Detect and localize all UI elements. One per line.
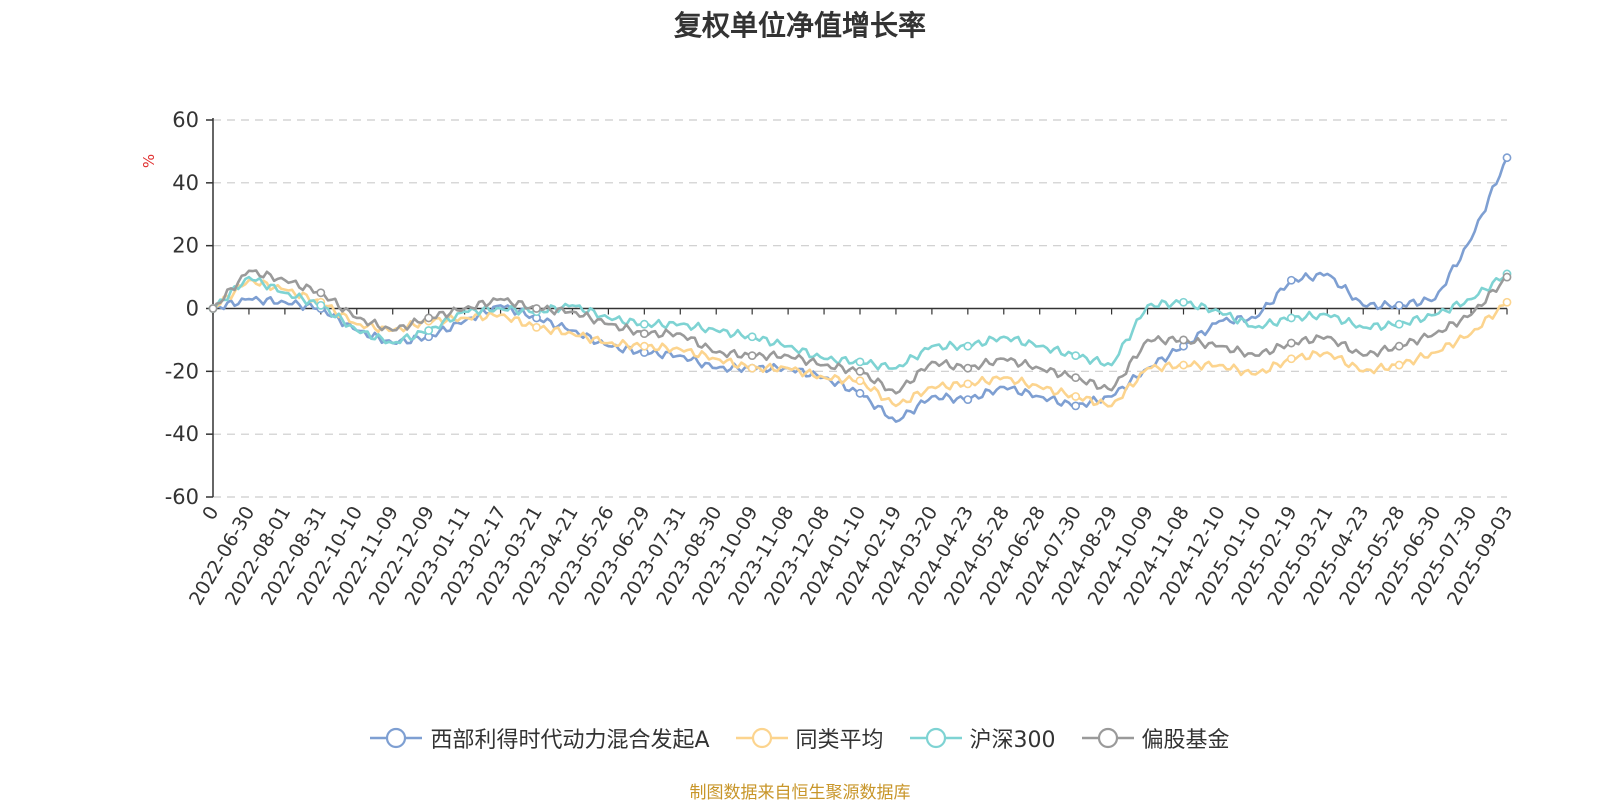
legend-label: 偏股基金 [1141, 728, 1230, 753]
series-point [747, 351, 757, 361]
series-point [532, 322, 541, 332]
series-point [1394, 319, 1404, 329]
chart-title: 复权单位净值增长率 [673, 9, 926, 42]
series-point [208, 304, 218, 313]
series-point [639, 319, 649, 329]
series-point [1286, 313, 1296, 323]
series-point [963, 341, 973, 351]
series-point [316, 288, 326, 298]
series-point [639, 329, 649, 339]
legend-swatch-icon [909, 727, 962, 749]
series-point [1502, 297, 1512, 307]
series-point [855, 366, 865, 376]
legend-swatch-icon [1081, 727, 1134, 749]
legend-item-1[interactable]: 西部利得时代动力混合发起A [370, 722, 710, 754]
series-point [963, 395, 973, 405]
series-point [855, 376, 865, 386]
series-point [855, 357, 865, 367]
series-point [1394, 300, 1404, 310]
series-point [1071, 401, 1081, 411]
series-point [1502, 272, 1512, 282]
series-point [1286, 275, 1296, 285]
y-tick-label: 40 [172, 171, 199, 195]
legend-item-4[interactable]: 偏股基金 [1081, 722, 1230, 754]
legend-swatch-icon [370, 727, 423, 749]
series-point [1179, 335, 1188, 345]
series-point [1394, 360, 1404, 370]
series-point [963, 379, 973, 389]
series-point [1286, 354, 1296, 364]
series-point [1179, 297, 1188, 307]
series-point [1179, 360, 1188, 370]
series-point [1286, 338, 1296, 348]
series-point [424, 313, 434, 323]
series-point [1394, 341, 1404, 351]
series-point [424, 326, 434, 335]
y-axis-unit-label: % [140, 154, 158, 168]
series-point [747, 363, 757, 373]
y-tick-label: -40 [165, 422, 199, 446]
y-axis-tick-labels: 60 40 20 0 -20 -40 -60 [165, 108, 199, 509]
series-point [1502, 153, 1512, 163]
legend-item-2[interactable]: 同类平均 [735, 722, 884, 754]
legend-label: 沪深300 [969, 728, 1056, 753]
y-tick-label: -20 [165, 359, 199, 383]
series-point [963, 363, 973, 373]
series-point [1071, 392, 1081, 401]
legend-label: 西部利得时代动力混合发起A [430, 728, 710, 753]
y-tick-label: -60 [165, 485, 199, 509]
source-note: 制图数据来自恒生聚源数据库 [689, 783, 911, 803]
y-tick-label: 60 [172, 108, 199, 132]
legend: 西部利得时代动力混合发起A 同类平均 沪深300 偏股基金 [0, 722, 1600, 754]
legend-swatch-icon [735, 727, 788, 749]
line-chart: % 02022-06-302022-08-012022-08-312022-10… [140, 108, 1517, 610]
x-axis-tick-labels: 02022-06-302022-08-012022-08-312022-10-1… [185, 503, 1517, 610]
series-line-3 [212, 272, 1508, 371]
legend-item-3[interactable]: 沪深300 [909, 722, 1056, 754]
series-point [855, 388, 865, 398]
legend-label: 同类平均 [795, 728, 884, 753]
series-point [747, 332, 757, 342]
series-point [1071, 373, 1081, 383]
y-tick-label: 20 [172, 234, 199, 258]
y-tick-label: 0 [186, 297, 199, 321]
series-point [639, 341, 649, 351]
series-markers [208, 153, 1512, 411]
series-point [316, 300, 326, 310]
axes [206, 118, 1508, 498]
x-tick-label: 0 [198, 503, 223, 524]
series-point [532, 304, 541, 313]
series-point [1071, 351, 1081, 361]
